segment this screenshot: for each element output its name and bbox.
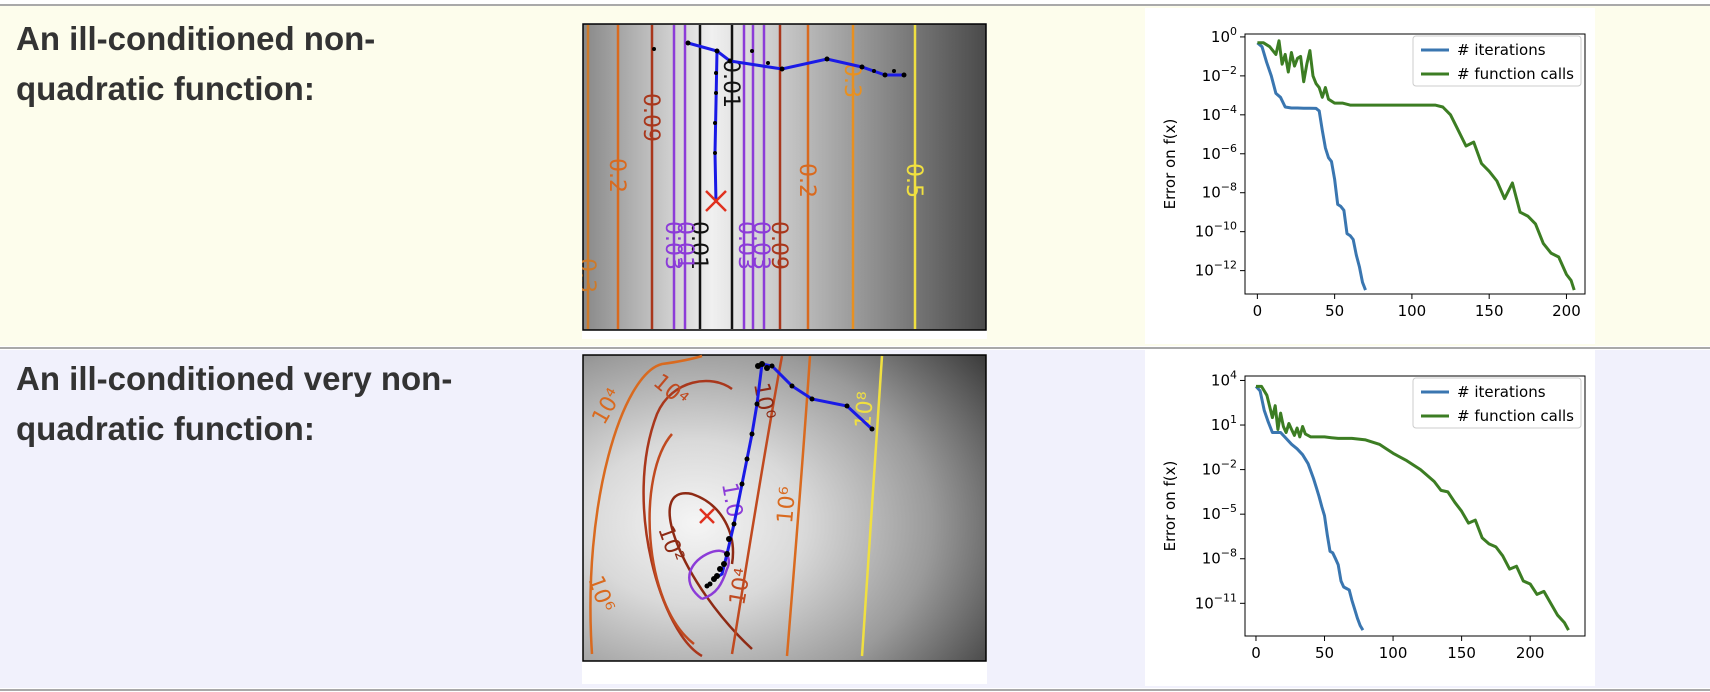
contour-label: 0.01 <box>672 221 697 270</box>
y-axis-label: Error on f(x) <box>1161 119 1179 210</box>
series-line <box>1256 384 1570 631</box>
x-tick-label: 100 <box>1398 302 1427 320</box>
contour-label: 0.5 <box>901 163 926 198</box>
contour-plot-svg: 0.3 0.2 0.09 0.01 0.2 0.5 0.3 0.01 0.03 … <box>574 23 987 331</box>
table-border-top <box>0 4 1710 6</box>
y-tick-label: 101 <box>1211 413 1237 434</box>
contour-frame <box>582 23 987 331</box>
x-tick-label: 50 <box>1325 302 1344 320</box>
y-tick-label: 10−4 <box>1202 103 1237 124</box>
legend-label: # function calls <box>1457 65 1574 83</box>
contour-lines <box>589 354 884 658</box>
legend-box <box>1412 377 1582 429</box>
contour-label: 0.03 <box>748 221 773 270</box>
x-tick-label: 200 <box>1552 302 1581 320</box>
y-tick-label: 10−8 <box>1202 547 1237 568</box>
x-tick-label: 100 <box>1379 644 1408 662</box>
y-tick-label: 10−11 <box>1195 591 1237 612</box>
legend: # iterations # function calls <box>1412 35 1582 87</box>
minimum-marker <box>699 508 715 524</box>
evaluation-points <box>704 361 875 589</box>
contour-label: 0.3 <box>582 258 599 293</box>
y-axis-label: Error on f(x) <box>1161 461 1179 552</box>
y-tick-label: 10−5 <box>1202 502 1237 523</box>
y-tick-label: 10−12 <box>1195 259 1237 280</box>
contour-label: 0.3 <box>839 63 864 98</box>
y-tick-label: 10−2 <box>1202 458 1237 479</box>
contour-lines <box>586 25 917 329</box>
contour-label: 0.01 <box>686 221 711 270</box>
row-label: An ill-conditioned very non- quadratic f… <box>16 354 556 454</box>
row-label-line2: quadratic function: <box>16 410 315 447</box>
x-tick-label: 150 <box>1475 302 1504 320</box>
optimization-path <box>687 41 904 77</box>
contour-label: 0.01 <box>718 59 743 108</box>
legend-label: # function calls <box>1457 407 1574 425</box>
table-border-bottom <box>0 689 1710 691</box>
row-label-line1: An ill-conditioned non- <box>16 20 376 57</box>
contour-level-labels: 0.3 0.2 0.09 0.01 0.2 0.5 0.3 0.01 0.03 … <box>574 59 926 293</box>
x-tick-label: 0 <box>1253 302 1263 320</box>
convergence-chart: 0 50 100 150 200 104 101 10−2 10−5 10−8 10−11 Error… <box>1161 368 1586 662</box>
legend-box <box>1412 35 1582 87</box>
contour-label: 0.2 <box>604 158 629 193</box>
legend: # iterations # function calls <box>1412 377 1582 429</box>
contour-label: 0.03 <box>733 221 758 270</box>
contour-plot-svg: 10⁴ 10⁴ 10⁰ 10⁸ 10² 1.0 10⁶ 10⁶ 10⁴ <box>582 354 987 662</box>
contour-plot: 10⁴ 10⁴ 10⁰ 10⁸ 10² 1.0 10⁶ 10⁶ 10⁴ <box>582 354 987 684</box>
series-line <box>1254 385 1365 631</box>
optimization-path <box>713 50 719 204</box>
x-tick-label: 150 <box>1447 644 1476 662</box>
y-tick-label: 100 <box>1211 25 1237 46</box>
x-tick-label: 200 <box>1516 644 1545 662</box>
y-tick-label: 10−10 <box>1195 220 1237 241</box>
table-row: An ill-conditioned non- quadratic functi… <box>0 6 1710 346</box>
y-tick-label: 10−6 <box>1202 142 1237 163</box>
contour-label: 0.03 <box>660 221 685 270</box>
y-tick-label: 10−2 <box>1202 64 1237 85</box>
minimum-marker <box>705 190 727 212</box>
row-label-line2: quadratic function: <box>16 70 315 107</box>
contour-plot: 0.3 0.2 0.09 0.01 0.2 0.5 0.3 0.01 0.03 … <box>574 23 987 339</box>
row-label: An ill-conditioned non- quadratic functi… <box>16 14 556 114</box>
row-label-line1: An ill-conditioned very non- <box>16 360 453 397</box>
legend-label: # iterations <box>1457 41 1546 59</box>
x-tick-label: 0 <box>1251 644 1261 662</box>
x-tick-label: 50 <box>1315 644 1334 662</box>
series-line <box>1256 41 1367 291</box>
contour-label: 0.09 <box>638 93 663 142</box>
y-tick-label: 104 <box>1211 368 1237 389</box>
contour-label: 10⁶ <box>773 485 801 524</box>
legend-label: # iterations <box>1457 383 1546 401</box>
table-row: An ill-conditioned very non- quadratic f… <box>0 350 1710 688</box>
series-line <box>1257 39 1576 291</box>
evaluation-points <box>652 40 907 155</box>
contour-label: 0.2 <box>794 163 819 198</box>
y-tick-label: 10−8 <box>1202 181 1237 202</box>
convergence-plot: 0 50 100 150 200 100 10−2 10−4 10−6 10−8 10−10 10−1… <box>1145 8 1595 344</box>
convergence-chart: 0 50 100 150 200 100 10−2 10−4 10−6 10−8 10−10 10−1… <box>1161 25 1586 320</box>
contour-label: 0.09 <box>766 221 791 270</box>
table-border-middle <box>0 347 1710 349</box>
convergence-plot: 0 50 100 150 200 104 101 10−2 10−5 10−8 10−11 Error… <box>1145 350 1595 686</box>
